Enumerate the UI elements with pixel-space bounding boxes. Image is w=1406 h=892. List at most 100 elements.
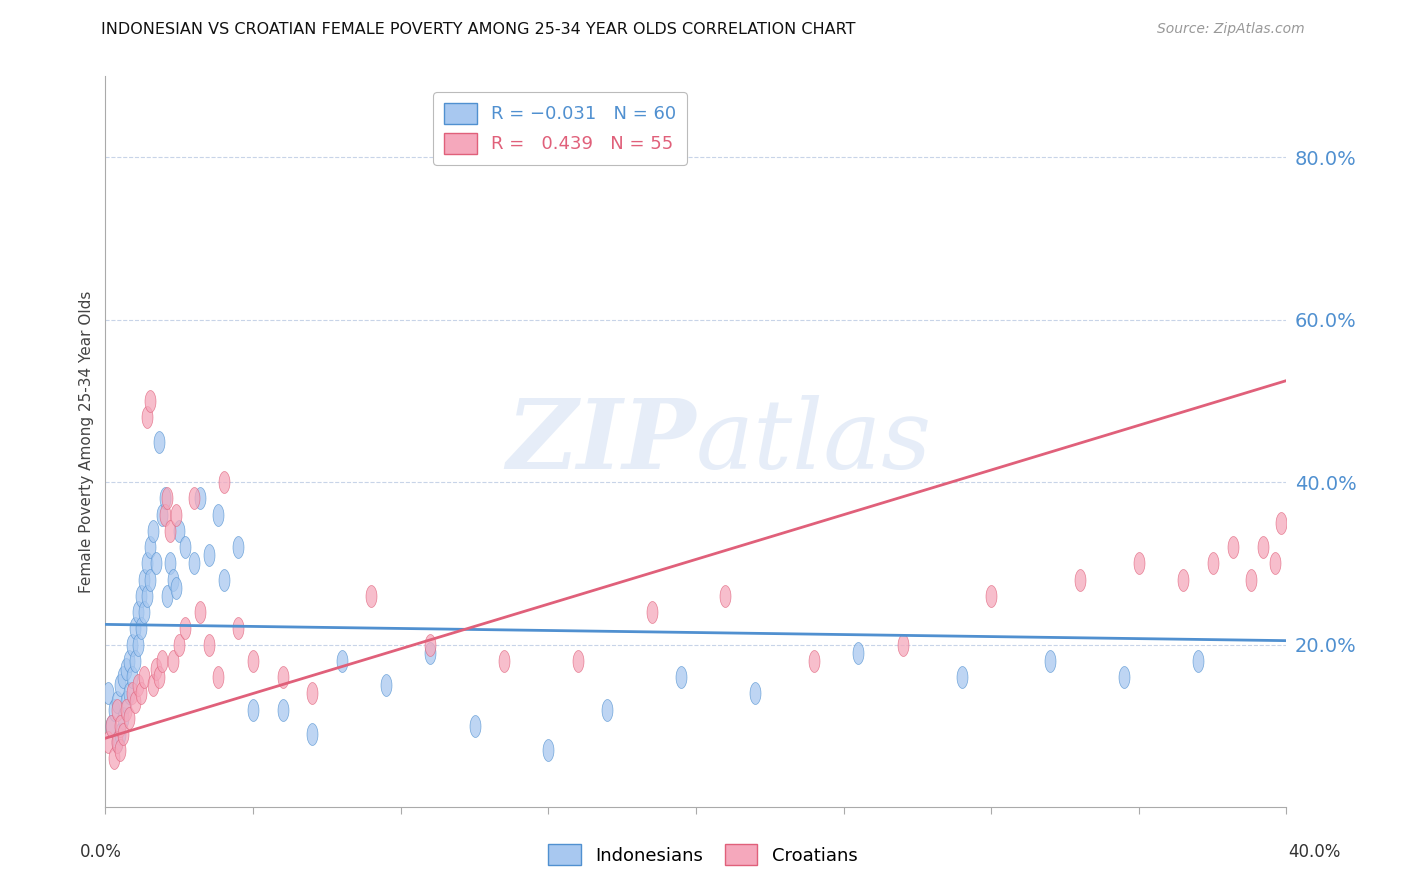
Point	[135, 410, 157, 425]
Point	[138, 573, 162, 587]
Point	[301, 727, 323, 741]
Point	[129, 686, 152, 700]
Text: Source: ZipAtlas.com: Source: ZipAtlas.com	[1157, 22, 1305, 37]
Point	[271, 670, 294, 684]
Point	[110, 719, 132, 733]
Point	[132, 573, 155, 587]
Point	[124, 622, 146, 636]
Point	[1187, 654, 1209, 668]
Point	[150, 654, 173, 668]
Point	[197, 638, 219, 652]
Point	[567, 654, 589, 668]
Point	[118, 711, 141, 725]
Point	[169, 638, 191, 652]
Point	[112, 711, 135, 725]
Point	[112, 727, 135, 741]
Point	[97, 686, 120, 700]
Point	[891, 638, 914, 652]
Point	[228, 622, 250, 636]
Point	[145, 662, 167, 676]
Point	[115, 662, 138, 676]
Y-axis label: Female Poverty Among 25-34 Year Olds: Female Poverty Among 25-34 Year Olds	[79, 291, 94, 592]
Point	[360, 589, 382, 603]
Point	[169, 524, 191, 538]
Point	[121, 638, 143, 652]
Point	[115, 703, 138, 717]
Point	[212, 475, 235, 490]
Point	[145, 557, 167, 571]
Point	[150, 508, 173, 522]
Point	[110, 727, 132, 741]
Point	[162, 654, 184, 668]
Text: INDONESIAN VS CROATIAN FEMALE POVERTY AMONG 25-34 YEAR OLDS CORRELATION CHART: INDONESIAN VS CROATIAN FEMALE POVERTY AM…	[101, 22, 856, 37]
Point	[846, 646, 869, 660]
Point	[183, 557, 205, 571]
Point	[183, 491, 205, 506]
Point	[129, 589, 152, 603]
Point	[159, 557, 181, 571]
Point	[242, 654, 264, 668]
Point	[419, 638, 441, 652]
Point	[419, 646, 441, 660]
Point	[641, 605, 664, 619]
Point	[1240, 573, 1263, 587]
Point	[159, 524, 181, 538]
Point	[132, 670, 155, 684]
Point	[537, 743, 560, 757]
Point	[162, 573, 184, 587]
Point	[100, 719, 122, 733]
Point	[1222, 540, 1244, 554]
Point	[100, 719, 122, 733]
Point	[165, 581, 187, 595]
Point	[138, 393, 162, 408]
Point	[744, 686, 766, 700]
Point	[228, 540, 250, 554]
Point	[188, 605, 211, 619]
Point	[950, 670, 973, 684]
Point	[121, 686, 143, 700]
Point	[165, 508, 187, 522]
Point	[135, 557, 157, 571]
Point	[1251, 540, 1274, 554]
Text: 40.0%: 40.0%	[1288, 843, 1341, 861]
Point	[714, 589, 737, 603]
Point	[271, 703, 294, 717]
Point	[112, 670, 135, 684]
Point	[127, 605, 149, 619]
Point	[174, 622, 197, 636]
Point	[1128, 557, 1150, 571]
Text: ZIP: ZIP	[506, 394, 696, 489]
Point	[980, 589, 1002, 603]
Point	[129, 622, 152, 636]
Point	[464, 719, 486, 733]
Point	[1039, 654, 1062, 668]
Point	[115, 695, 138, 709]
Point	[118, 686, 141, 700]
Point	[1201, 557, 1223, 571]
Point	[110, 743, 132, 757]
Point	[135, 589, 157, 603]
Point	[103, 751, 125, 765]
Point	[105, 735, 128, 749]
Point	[492, 654, 515, 668]
Point	[1270, 516, 1292, 530]
Point	[188, 491, 211, 506]
Point	[97, 735, 120, 749]
Legend: R = −0.031   N = 60, R =   0.439   N = 55: R = −0.031 N = 60, R = 0.439 N = 55	[433, 92, 688, 164]
Point	[127, 678, 149, 692]
Point	[596, 703, 619, 717]
Point	[105, 703, 128, 717]
Point	[174, 540, 197, 554]
Point	[142, 678, 165, 692]
Point	[212, 573, 235, 587]
Point	[1264, 557, 1286, 571]
Text: 0.0%: 0.0%	[80, 843, 122, 861]
Point	[301, 686, 323, 700]
Point	[1171, 573, 1194, 587]
Point	[142, 524, 165, 538]
Point	[148, 670, 170, 684]
Point	[207, 508, 229, 522]
Point	[118, 654, 141, 668]
Point	[105, 735, 128, 749]
Point	[374, 678, 398, 692]
